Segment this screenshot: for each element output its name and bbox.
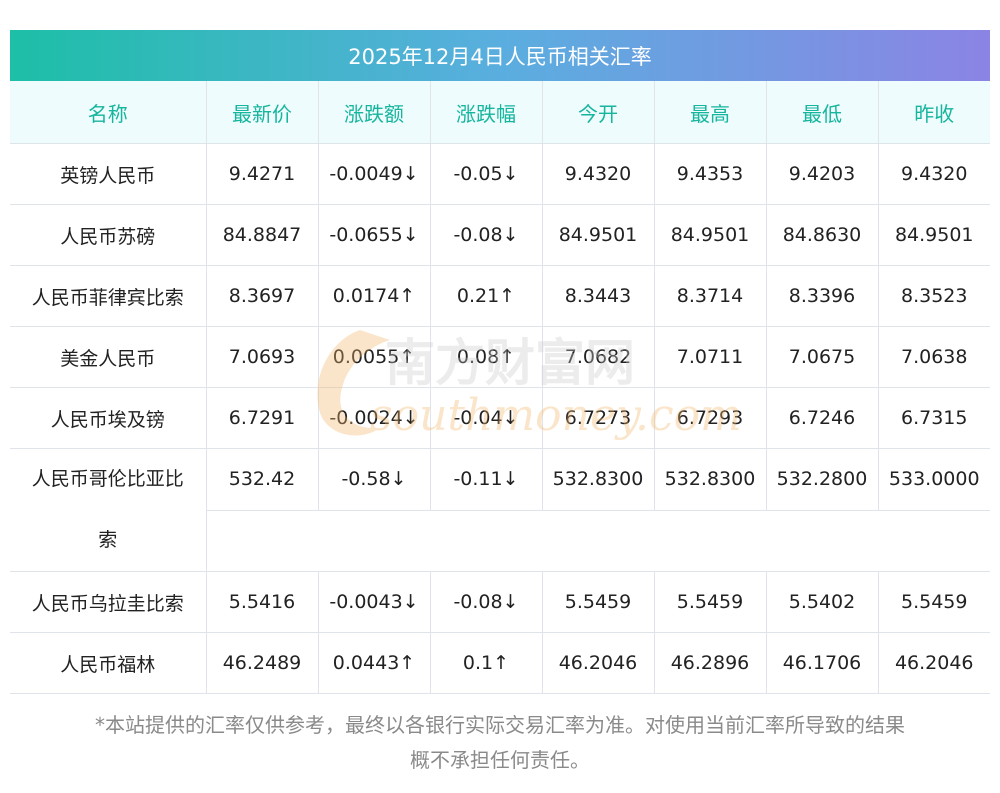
low-price: 8.3396 bbox=[766, 265, 879, 327]
high-price: 8.3714 bbox=[654, 265, 767, 327]
prev-close: 84.9501 bbox=[878, 204, 990, 266]
open-price: 8.3443 bbox=[542, 265, 655, 327]
exchange-rate-table: 名称 最新价 涨跌额 涨跌幅 今开 最高 最低 昨收 英镑人民币 9.4271 … bbox=[10, 81, 990, 694]
low-price: 7.0675 bbox=[766, 326, 879, 388]
low-price: 46.1706 bbox=[766, 632, 879, 694]
change-percent: 0.1↑ bbox=[430, 632, 543, 694]
col-header-low: 最低 bbox=[766, 81, 879, 144]
open-price: 5.5459 bbox=[542, 571, 655, 633]
high-price: 7.0711 bbox=[654, 326, 767, 388]
col-header-latest: 最新价 bbox=[206, 81, 319, 144]
currency-name: 人民币乌拉圭比索 bbox=[10, 571, 207, 633]
latest-price: 84.8847 bbox=[206, 204, 319, 266]
change-percent: 0.21↑ bbox=[430, 265, 543, 327]
open-price: 46.2046 bbox=[542, 632, 655, 694]
latest-price: 8.3697 bbox=[206, 265, 319, 327]
prev-close: 7.0638 bbox=[878, 326, 990, 388]
table-row-spacer bbox=[10, 510, 990, 572]
col-header-change-pct: 涨跌幅 bbox=[430, 81, 543, 144]
disclaimer: *本站提供的汇率仅供参考，最终以各银行实际交易汇率为准。对使用当前汇率所导致的结… bbox=[10, 708, 990, 778]
latest-price: 6.7291 bbox=[206, 387, 319, 449]
currency-name: 人民币菲律宾比索 bbox=[10, 265, 207, 327]
change-amount: -0.0655↓ bbox=[318, 204, 431, 266]
low-price: 5.5402 bbox=[766, 571, 879, 633]
latest-price: 7.0693 bbox=[206, 326, 319, 388]
prev-close: 9.4320 bbox=[878, 143, 990, 205]
change-amount: -0.0049↓ bbox=[318, 143, 431, 205]
table-row: 人民币乌拉圭比索 5.5416 -0.0043↓ -0.08↓ 5.5459 5… bbox=[10, 571, 990, 633]
change-amount: 0.0174↑ bbox=[318, 265, 431, 327]
change-percent: -0.08↓ bbox=[430, 571, 543, 633]
open-price: 7.0682 bbox=[542, 326, 655, 388]
high-price: 6.7293 bbox=[654, 387, 767, 449]
table-row: 人民币哥伦比亚比 索 532.42 -0.58↓ -0.11↓ 532.8300… bbox=[10, 448, 990, 572]
prev-close: 8.3523 bbox=[878, 265, 990, 327]
table-row: 人民币菲律宾比索 8.3697 0.0174↑ 0.21↑ 8.3443 8.3… bbox=[10, 265, 990, 327]
col-header-name: 名称 bbox=[10, 81, 207, 144]
high-price: 532.8300 bbox=[654, 448, 767, 511]
empty-cell bbox=[206, 510, 990, 572]
latest-price: 5.5416 bbox=[206, 571, 319, 633]
prev-close: 533.0000 bbox=[878, 448, 990, 511]
change-amount: -0.58↓ bbox=[318, 448, 431, 511]
prev-close: 46.2046 bbox=[878, 632, 990, 694]
latest-price: 9.4271 bbox=[206, 143, 319, 205]
disclaimer-line2: 概不承担任何责任。 bbox=[410, 748, 590, 772]
table-title: 2025年12月4日人民币相关汇率 bbox=[10, 30, 990, 81]
change-percent: 0.08↑ bbox=[430, 326, 543, 388]
low-price: 84.8630 bbox=[766, 204, 879, 266]
currency-name: 人民币苏磅 bbox=[10, 204, 207, 266]
prev-close: 6.7315 bbox=[878, 387, 990, 449]
change-amount: -0.0024↓ bbox=[318, 387, 431, 449]
prev-close: 5.5459 bbox=[878, 571, 990, 633]
open-price: 9.4320 bbox=[542, 143, 655, 205]
header-row: 名称 最新价 涨跌额 涨跌幅 今开 最高 最低 昨收 bbox=[10, 81, 990, 144]
currency-name: 人民币福林 bbox=[10, 632, 207, 694]
change-amount: -0.0043↓ bbox=[318, 571, 431, 633]
high-price: 46.2896 bbox=[654, 632, 767, 694]
low-price: 532.2800 bbox=[766, 448, 879, 511]
currency-name-line1: 人民币哥伦比亚比 bbox=[31, 468, 184, 490]
high-price: 84.9501 bbox=[654, 204, 767, 266]
currency-name-line2: 索 bbox=[98, 529, 118, 551]
disclaimer-line1: *本站提供的汇率仅供参考，最终以各银行实际交易汇率为准。对使用当前汇率所导致的结… bbox=[95, 713, 905, 737]
low-price: 6.7246 bbox=[766, 387, 879, 449]
col-header-change: 涨跌额 bbox=[318, 81, 431, 144]
open-price: 532.8300 bbox=[542, 448, 655, 511]
table-row: 美金人民币 7.0693 0.0055↑ 0.08↑ 7.0682 7.0711… bbox=[10, 326, 990, 388]
currency-name: 英镑人民币 bbox=[10, 143, 207, 205]
col-header-high: 最高 bbox=[654, 81, 767, 144]
table-row: 英镑人民币 9.4271 -0.0049↓ -0.05↓ 9.4320 9.43… bbox=[10, 143, 990, 205]
change-amount: 0.0055↑ bbox=[318, 326, 431, 388]
low-price: 9.4203 bbox=[766, 143, 879, 205]
currency-name: 人民币哥伦比亚比 索 bbox=[10, 448, 207, 572]
change-percent: -0.08↓ bbox=[430, 204, 543, 266]
high-price: 9.4353 bbox=[654, 143, 767, 205]
change-percent: -0.04↓ bbox=[430, 387, 543, 449]
col-header-prev-close: 昨收 bbox=[878, 81, 990, 144]
open-price: 84.9501 bbox=[542, 204, 655, 266]
table-row: 人民币苏磅 84.8847 -0.0655↓ -0.08↓ 84.9501 84… bbox=[10, 204, 990, 266]
change-amount: 0.0443↑ bbox=[318, 632, 431, 694]
high-price: 5.5459 bbox=[654, 571, 767, 633]
currency-name: 美金人民币 bbox=[10, 326, 207, 388]
col-header-open: 今开 bbox=[542, 81, 655, 144]
latest-price: 46.2489 bbox=[206, 632, 319, 694]
latest-price: 532.42 bbox=[206, 448, 319, 511]
open-price: 6.7273 bbox=[542, 387, 655, 449]
change-percent: -0.11↓ bbox=[430, 448, 543, 511]
table-row: 人民币福林 46.2489 0.0443↑ 0.1↑ 46.2046 46.28… bbox=[10, 632, 990, 694]
change-percent: -0.05↓ bbox=[430, 143, 543, 205]
table-row: 人民币埃及镑 6.7291 -0.0024↓ -0.04↓ 6.7273 6.7… bbox=[10, 387, 990, 449]
currency-name: 人民币埃及镑 bbox=[10, 387, 207, 449]
